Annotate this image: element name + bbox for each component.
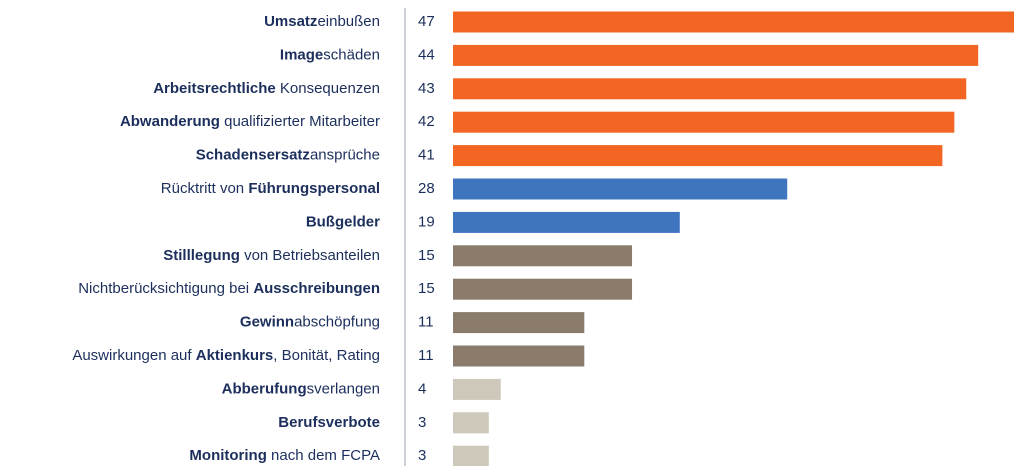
category-label: Nichtberücksichtigung bei Ausschreibunge… bbox=[78, 280, 380, 297]
value-label: 41 bbox=[418, 147, 435, 164]
value-label: 3 bbox=[418, 447, 426, 464]
label-part: , Bonität, Rating bbox=[273, 347, 380, 364]
category-label: Abberufungsverlangen bbox=[222, 380, 380, 397]
value-label: 11 bbox=[418, 347, 434, 364]
label-part: Konsequenzen bbox=[276, 80, 380, 97]
label-part: abschöpfung bbox=[294, 314, 380, 331]
label-part: qualifizierter Mitarbeiter bbox=[220, 113, 380, 130]
bar bbox=[453, 44, 979, 66]
label-part: ansprüche bbox=[310, 147, 380, 164]
category-label: Schadensersatzansprüche bbox=[196, 147, 380, 164]
label-part: schäden bbox=[323, 46, 380, 63]
bar bbox=[453, 412, 489, 434]
label-part: einbußen bbox=[317, 13, 380, 30]
value-label: 47 bbox=[418, 13, 435, 30]
value-label: 43 bbox=[418, 80, 435, 97]
category-label: Gewinnabschöpfung bbox=[240, 314, 380, 331]
bar bbox=[453, 312, 585, 334]
bar bbox=[453, 345, 585, 367]
category-label: Monitoring nach dem FCPA bbox=[189, 447, 380, 464]
bar bbox=[453, 78, 967, 100]
label-part: Abwanderung bbox=[120, 113, 220, 130]
value-label: 42 bbox=[418, 113, 435, 130]
category-label: Auswirkungen auf Aktienkurs, Bonität, Ra… bbox=[72, 347, 380, 364]
label-part: Bußgelder bbox=[306, 213, 380, 230]
category-label: Umsatzeinbußen bbox=[264, 13, 380, 30]
value-label: 15 bbox=[418, 247, 435, 264]
value-label: 28 bbox=[418, 180, 435, 197]
label-part: Rücktritt von bbox=[161, 180, 249, 197]
bar bbox=[453, 111, 955, 133]
bar bbox=[453, 11, 1014, 33]
value-label: 19 bbox=[418, 213, 435, 230]
category-label: Bußgelder bbox=[306, 213, 380, 230]
label-part: Ausschreibungen bbox=[253, 280, 380, 297]
bar bbox=[453, 378, 501, 400]
label-part: Aktienkurs bbox=[196, 347, 274, 364]
category-label: Imageschäden bbox=[280, 46, 380, 63]
label-part: Stilllegung bbox=[163, 247, 240, 264]
label-part: Gewinn bbox=[240, 314, 294, 331]
bar bbox=[453, 211, 680, 233]
value-label: 44 bbox=[418, 46, 435, 63]
label-part: Schadensersatz bbox=[196, 147, 310, 164]
bar bbox=[453, 278, 633, 300]
value-label: 15 bbox=[418, 280, 435, 297]
label-part: sverlangen bbox=[307, 380, 380, 397]
category-label: Abwanderung qualifizierter Mitarbeiter bbox=[120, 113, 380, 130]
label-part: Abberufung bbox=[222, 380, 307, 397]
bar bbox=[453, 445, 489, 466]
value-label: 4 bbox=[418, 380, 426, 397]
label-part: nach dem FCPA bbox=[267, 447, 380, 464]
bar bbox=[453, 245, 633, 267]
label-part: Arbeitsrechtliche bbox=[153, 80, 276, 97]
label-part: Führungspersonal bbox=[248, 180, 380, 197]
bar bbox=[453, 178, 788, 200]
label-part: Berufsverbote bbox=[278, 414, 380, 431]
category-label: Stilllegung von Betriebsanteilen bbox=[163, 247, 380, 264]
label-part: Monitoring bbox=[189, 447, 266, 464]
label-part: Nichtberücksichtigung bei bbox=[78, 280, 253, 297]
value-label: 11 bbox=[418, 314, 434, 331]
label-part: von Betriebsanteilen bbox=[240, 247, 380, 264]
category-label: Rücktritt von Führungspersonal bbox=[161, 180, 380, 197]
label-part: Image bbox=[280, 46, 323, 63]
label-part: Umsatz bbox=[264, 13, 317, 30]
value-label: 3 bbox=[418, 414, 426, 431]
bar bbox=[453, 145, 943, 167]
category-label: Berufsverbote bbox=[278, 414, 380, 431]
category-label: Arbeitsrechtliche Konsequenzen bbox=[153, 80, 380, 97]
label-part: Auswirkungen auf bbox=[72, 347, 195, 364]
